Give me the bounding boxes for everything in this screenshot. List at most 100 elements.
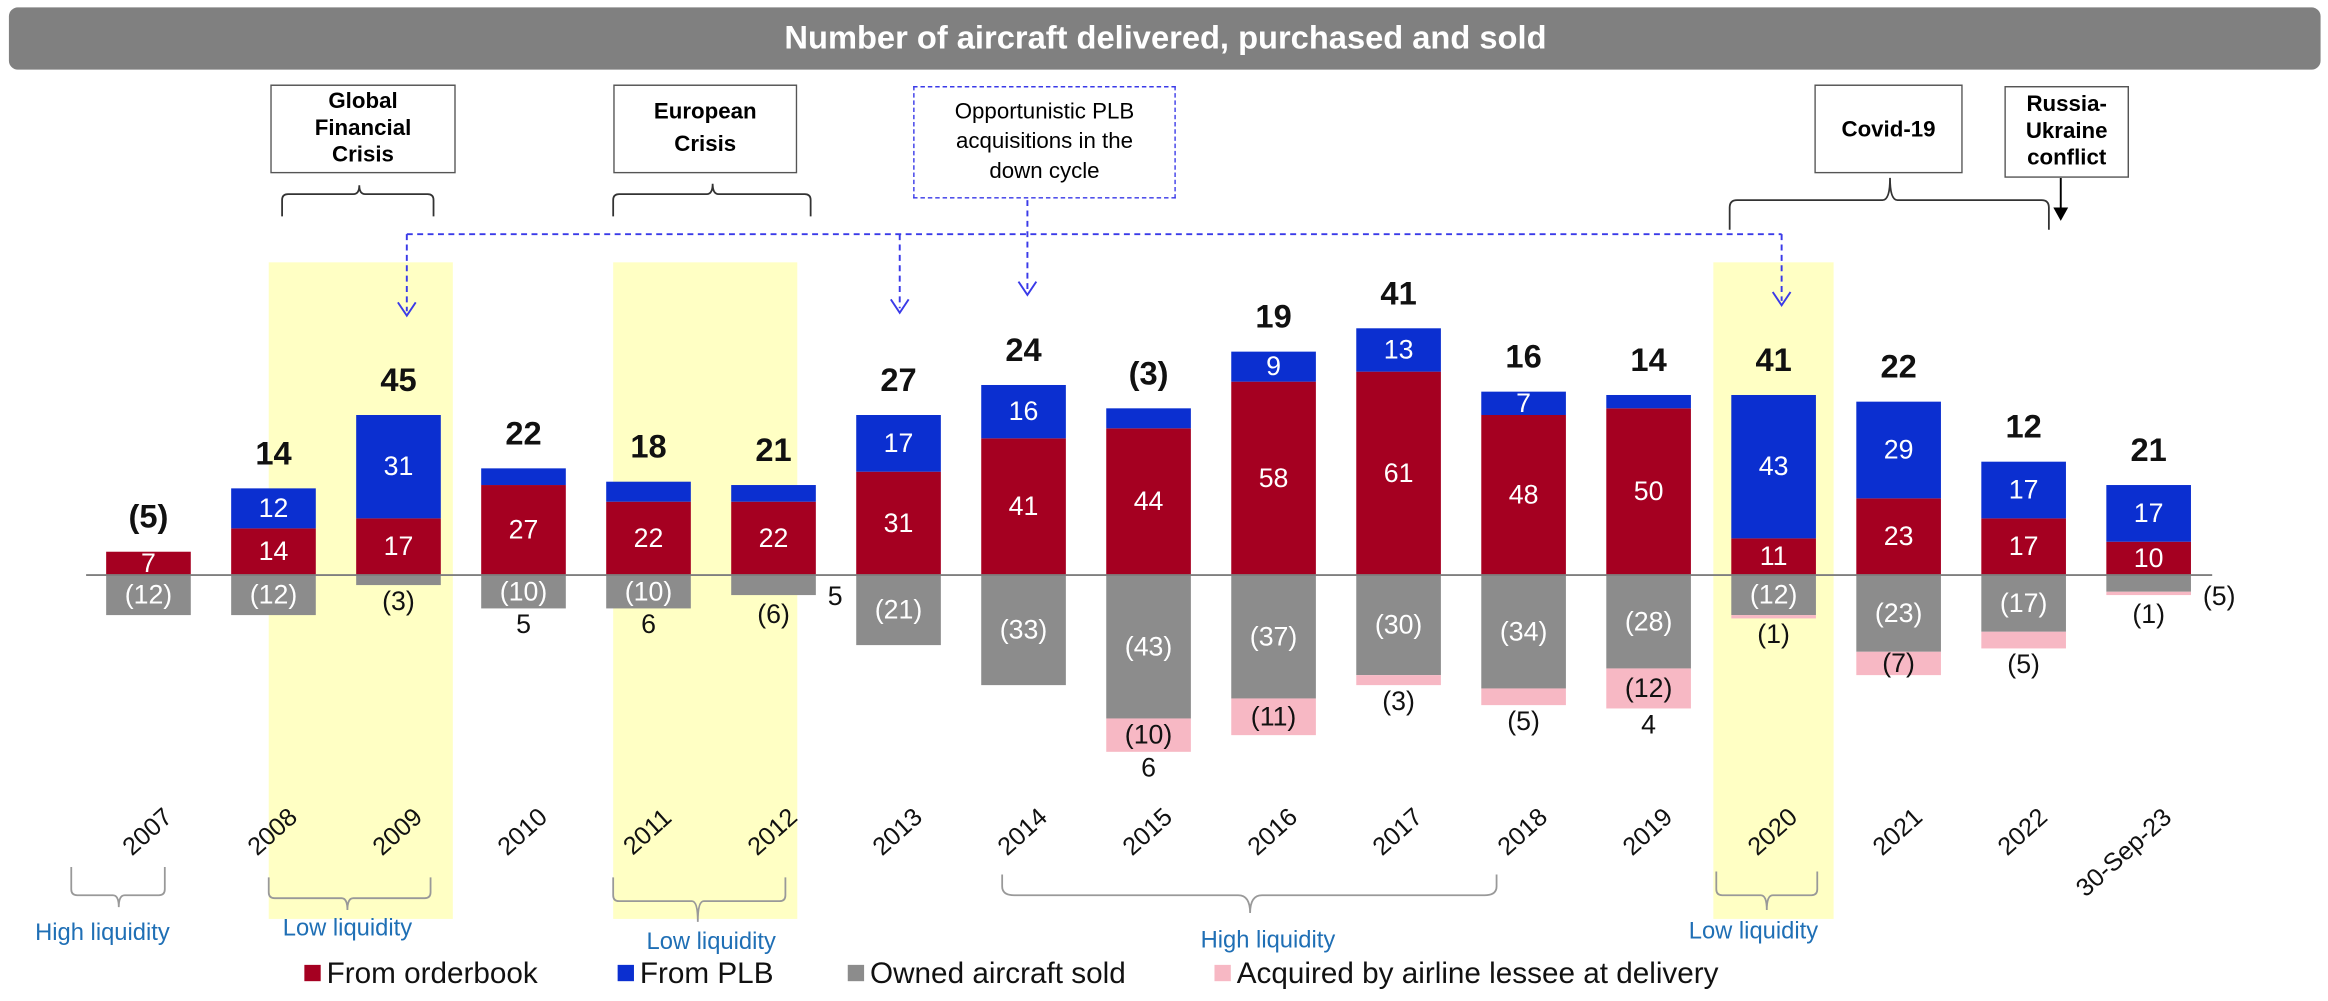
total-label: 22 xyxy=(1880,348,1916,385)
bar-segment xyxy=(606,501,691,576)
bracket xyxy=(70,867,166,908)
bar-segment xyxy=(1481,415,1566,576)
bar-segment xyxy=(1231,351,1316,382)
bracket xyxy=(281,185,435,217)
total-label: 14 xyxy=(1630,341,1666,378)
segment-label: (12) xyxy=(250,580,298,610)
segment-label: (1) xyxy=(2132,599,2165,629)
segment-label: 6 xyxy=(641,609,656,639)
bar-segment xyxy=(1606,394,1691,409)
bar-segment xyxy=(1606,575,1691,669)
bar-segment xyxy=(606,575,691,609)
total-label: (3) xyxy=(1129,354,1169,391)
bar-segment xyxy=(231,575,316,616)
legend: From orderbook From PLB Owned aircraft sol… xyxy=(304,957,1719,990)
annotation-text: European Crisis xyxy=(613,84,798,174)
bar-segment xyxy=(1981,461,2066,519)
segment-label: 31 xyxy=(384,451,414,481)
segment-label: (23) xyxy=(1875,598,1923,628)
chart-title: Number of aircraft delivered, purchased … xyxy=(784,19,1546,56)
segment-label: 17 xyxy=(384,531,414,561)
liquidity-label: Low liquidity xyxy=(283,916,412,942)
annotation: Global Financial Crisis xyxy=(270,84,456,174)
bar-segment xyxy=(106,575,191,616)
segment-label: (12) xyxy=(1750,580,1798,610)
arrow-line xyxy=(405,200,1783,312)
segment-label: 31 xyxy=(884,508,914,538)
bar-segment xyxy=(1731,394,1816,539)
bracket xyxy=(267,877,432,911)
segment-label: (28) xyxy=(1625,606,1673,636)
arrow-head xyxy=(2053,207,2069,221)
segment-label: 7 xyxy=(1516,388,1531,418)
segment-label: 9 xyxy=(1266,351,1281,381)
segment-label: 12 xyxy=(259,493,289,523)
arrow-heads xyxy=(397,281,1792,318)
x-tick-label: 2022 xyxy=(1993,803,2053,861)
bracket xyxy=(1001,874,1498,914)
bar-segment xyxy=(1356,675,1441,686)
total-label: 27 xyxy=(880,361,916,398)
bar-segment xyxy=(1731,615,1816,619)
bar-segment xyxy=(1731,538,1816,576)
segment-label: 16 xyxy=(1009,396,1039,426)
segment-label: (30) xyxy=(1375,610,1423,640)
bar-segment xyxy=(1481,391,1566,415)
bar-segment xyxy=(1231,575,1316,699)
bar-segment xyxy=(856,471,941,576)
x-tick-label: 2016 xyxy=(1242,803,1302,861)
bar-segment xyxy=(1981,575,2066,632)
segment-label: (33) xyxy=(1000,615,1048,645)
segment-label: (7) xyxy=(1882,648,1915,678)
bar-segment xyxy=(2106,591,2191,596)
liquidity-label: High liquidity xyxy=(35,920,170,946)
arrow-head xyxy=(397,281,1792,318)
title-bar xyxy=(8,7,2321,70)
total-label: 21 xyxy=(755,431,791,468)
total-label: 41 xyxy=(1380,274,1416,311)
bar-segment xyxy=(2106,575,2191,592)
bar-segment xyxy=(231,488,316,529)
bar-segment xyxy=(606,481,691,502)
total-label: 41 xyxy=(1755,341,1791,378)
total-label: 14 xyxy=(255,434,291,471)
x-tick-label: 2007 xyxy=(117,803,177,861)
segment-label: (37) xyxy=(1250,621,1298,651)
segment-label: 27 xyxy=(509,515,539,545)
legend-label: From PLB xyxy=(640,957,774,990)
bracket xyxy=(612,183,812,217)
segment-label: (10) xyxy=(1125,720,1173,750)
legend-swatch xyxy=(847,964,865,982)
liquidity-label: Low liquidity xyxy=(1689,919,1818,945)
segment-label: 10 xyxy=(2134,543,2164,573)
segment-label: (11) xyxy=(1251,701,1297,731)
bar-segment xyxy=(1856,498,1941,576)
x-tick-label: 2021 xyxy=(1867,803,1927,861)
segment-label: (5) xyxy=(2007,649,2040,679)
bar-segment xyxy=(481,485,566,576)
total-label: (5) xyxy=(129,498,169,535)
total-label: 22 xyxy=(505,414,541,451)
segment-label: 5 xyxy=(828,581,843,611)
segment-label: (3) xyxy=(1382,686,1415,716)
bar-segment xyxy=(981,384,1066,439)
bar-segment xyxy=(1231,381,1316,576)
segment-label: (3) xyxy=(382,586,415,616)
x-tick-label: 2017 xyxy=(1367,803,1427,861)
total-label: 21 xyxy=(2130,431,2166,468)
bar-segment xyxy=(1106,408,1191,429)
annotations: Global Financial Crisis European Crisis Op… xyxy=(35,84,2130,955)
bar-segment xyxy=(1856,575,1941,652)
total-label: 18 xyxy=(630,428,666,465)
segment-label: 11 xyxy=(1760,541,1788,571)
segment-label: 43 xyxy=(1759,451,1789,481)
segment-label: (1) xyxy=(1757,619,1790,649)
segment-label: 4 xyxy=(1641,709,1656,739)
annotation-text: Covid-19 xyxy=(1814,84,1963,174)
total-label: 19 xyxy=(1255,298,1291,335)
segment-label: (17) xyxy=(2000,588,2048,618)
segment-label: 50 xyxy=(1634,476,1664,506)
segment-label: 6 xyxy=(1141,753,1156,783)
segment-label: 13 xyxy=(1384,335,1414,365)
